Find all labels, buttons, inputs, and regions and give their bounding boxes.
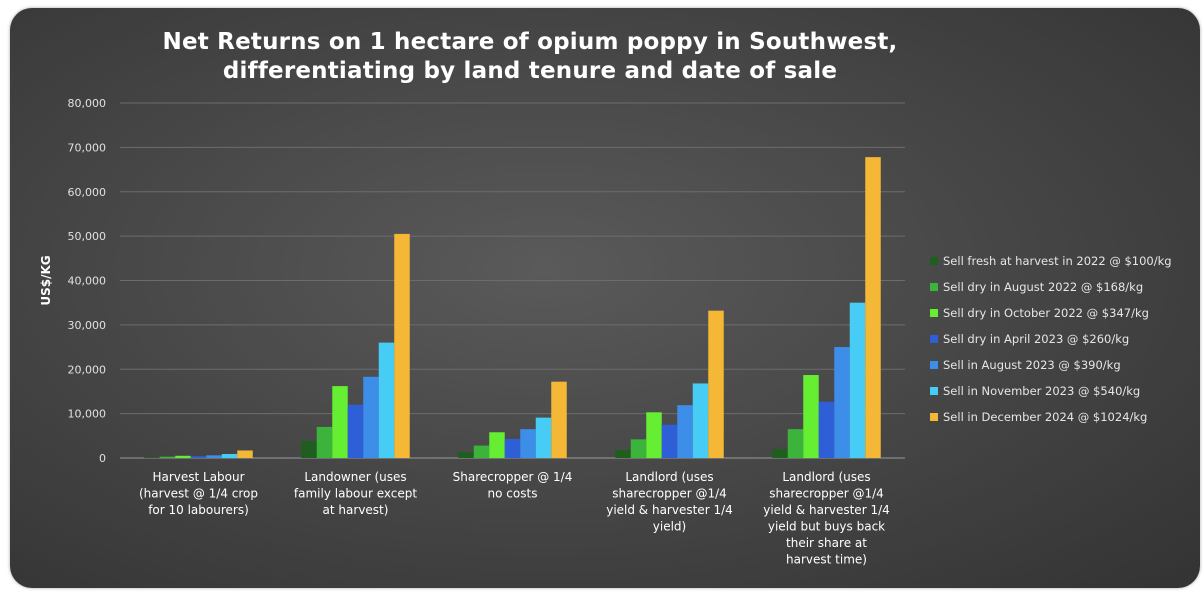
- x-category-label: yield & harvester 1/4: [606, 503, 733, 517]
- legend-label: Sell in August 2023 @ $390/kg: [943, 358, 1121, 372]
- bar: [551, 381, 567, 458]
- x-category-label: (harvest @ 1/4 crop: [139, 487, 258, 501]
- bar: [504, 438, 521, 458]
- legend-item: Sell in August 2023 @ $390/kg: [930, 352, 1172, 378]
- legend-item: Sell dry in October 2022 @ $347/kg: [930, 300, 1172, 326]
- y-tick-label: 30,000: [68, 319, 107, 332]
- bar: [865, 157, 881, 458]
- legend-label: Sell fresh at harvest in 2022 @ $100/kg: [943, 254, 1172, 268]
- bar: [301, 441, 317, 458]
- x-category-label: no costs: [488, 487, 538, 501]
- y-tick-label: 50,000: [68, 230, 107, 243]
- x-category-label: Landlord (uses: [625, 470, 713, 484]
- bar: [206, 455, 222, 458]
- bar: [803, 375, 819, 458]
- x-category-label: Harvest Labour: [152, 470, 244, 484]
- legend-swatch: [930, 283, 938, 291]
- y-tick-label: 0: [99, 452, 106, 465]
- chart-panel: Net Returns on 1 hectare of opium poppy …: [10, 8, 1200, 588]
- bar: [473, 445, 490, 458]
- legend-item: Sell dry in April 2023 @ $260/kg: [930, 326, 1172, 352]
- legend-item: Sell in November 2023 @ $540/kg: [930, 378, 1172, 404]
- legend-label: Sell in December 2024 @ $1024/kg: [943, 410, 1148, 424]
- legend-item: Sell dry in August 2022 @ $168/kg: [930, 274, 1172, 300]
- bar: [394, 233, 410, 458]
- x-category-label: at harvest): [323, 503, 389, 517]
- y-tick-label: 20,000: [68, 363, 107, 376]
- bar: [646, 412, 662, 458]
- x-category-label: family labour except: [294, 487, 418, 501]
- x-category-label: yield but buys back: [768, 520, 885, 534]
- legend-item: Sell fresh at harvest in 2022 @ $100/kg: [930, 248, 1172, 274]
- y-tick-label: 10,000: [68, 408, 107, 421]
- bar: [661, 424, 678, 458]
- bar: [190, 456, 207, 458]
- y-axis-label: US$/KG: [39, 255, 53, 305]
- legend-label: Sell in November 2023 @ $540/kg: [943, 384, 1141, 398]
- bar: [535, 417, 552, 458]
- legend-swatch: [930, 309, 938, 317]
- legend-swatch: [930, 257, 938, 265]
- y-tick-label: 80,000: [68, 97, 107, 110]
- chart-title: Net Returns on 1 hectare of opium poppy …: [130, 28, 930, 86]
- chart-legend: Sell fresh at harvest in 2022 @ $100/kg S…: [930, 248, 1172, 430]
- bar: [692, 383, 709, 458]
- bar: [363, 376, 379, 458]
- x-category-label: for 10 labourers): [148, 503, 249, 517]
- bar: [708, 310, 724, 458]
- bar: [677, 405, 693, 458]
- x-category-label: harvest time): [786, 553, 867, 567]
- bar: [818, 401, 835, 458]
- x-category-label: Landlord (uses: [782, 470, 870, 484]
- y-tick-label: 70,000: [68, 141, 107, 154]
- bar: [772, 449, 788, 458]
- bar: [221, 454, 238, 458]
- x-category-label: sharecropper @1/4: [769, 487, 884, 501]
- x-category-label: yield & harvester 1/4: [763, 503, 890, 517]
- x-category-label: their share at: [786, 536, 867, 550]
- bar: [520, 429, 536, 458]
- legend-swatch: [930, 413, 938, 421]
- legend-swatch: [930, 387, 938, 395]
- y-tick-label: 60,000: [68, 186, 107, 199]
- legend-label: Sell dry in April 2023 @ $260/kg: [943, 332, 1130, 346]
- bar: [347, 404, 364, 458]
- bar: [615, 450, 631, 458]
- bar: [834, 347, 850, 458]
- x-category-label: Landowner (uses: [304, 470, 406, 484]
- bar: [630, 439, 647, 458]
- x-category-label: Sharecropper @ 1/4: [453, 470, 573, 484]
- x-category-label: sharecropper @1/4: [612, 487, 727, 501]
- legend-item: Sell in December 2024 @ $1024/kg: [930, 404, 1172, 430]
- bar: [458, 451, 474, 458]
- legend-label: Sell dry in August 2022 @ $168/kg: [943, 280, 1144, 294]
- bar: [144, 457, 160, 459]
- legend-swatch: [930, 335, 938, 343]
- bar: [159, 456, 176, 458]
- bar: [489, 432, 505, 458]
- legend-label: Sell dry in October 2022 @ $347/kg: [943, 306, 1149, 320]
- bar: [175, 455, 191, 458]
- x-category-label: yield): [653, 520, 686, 534]
- legend-swatch: [930, 361, 938, 369]
- chart-title-line-1: Net Returns on 1 hectare of opium poppy …: [162, 29, 898, 55]
- bar: [237, 450, 253, 458]
- y-tick-label: 40,000: [68, 275, 107, 288]
- bar-chart: 0 10,000 20,000 30,000 40,000 50,000 60,000 70,…: [39, 97, 905, 567]
- bar: [787, 429, 804, 458]
- bar: [378, 342, 395, 458]
- bar: [849, 302, 866, 458]
- chart-title-line-2: differentiating by land tenure and date …: [222, 58, 838, 84]
- bar: [332, 386, 348, 458]
- bar: [316, 426, 333, 458]
